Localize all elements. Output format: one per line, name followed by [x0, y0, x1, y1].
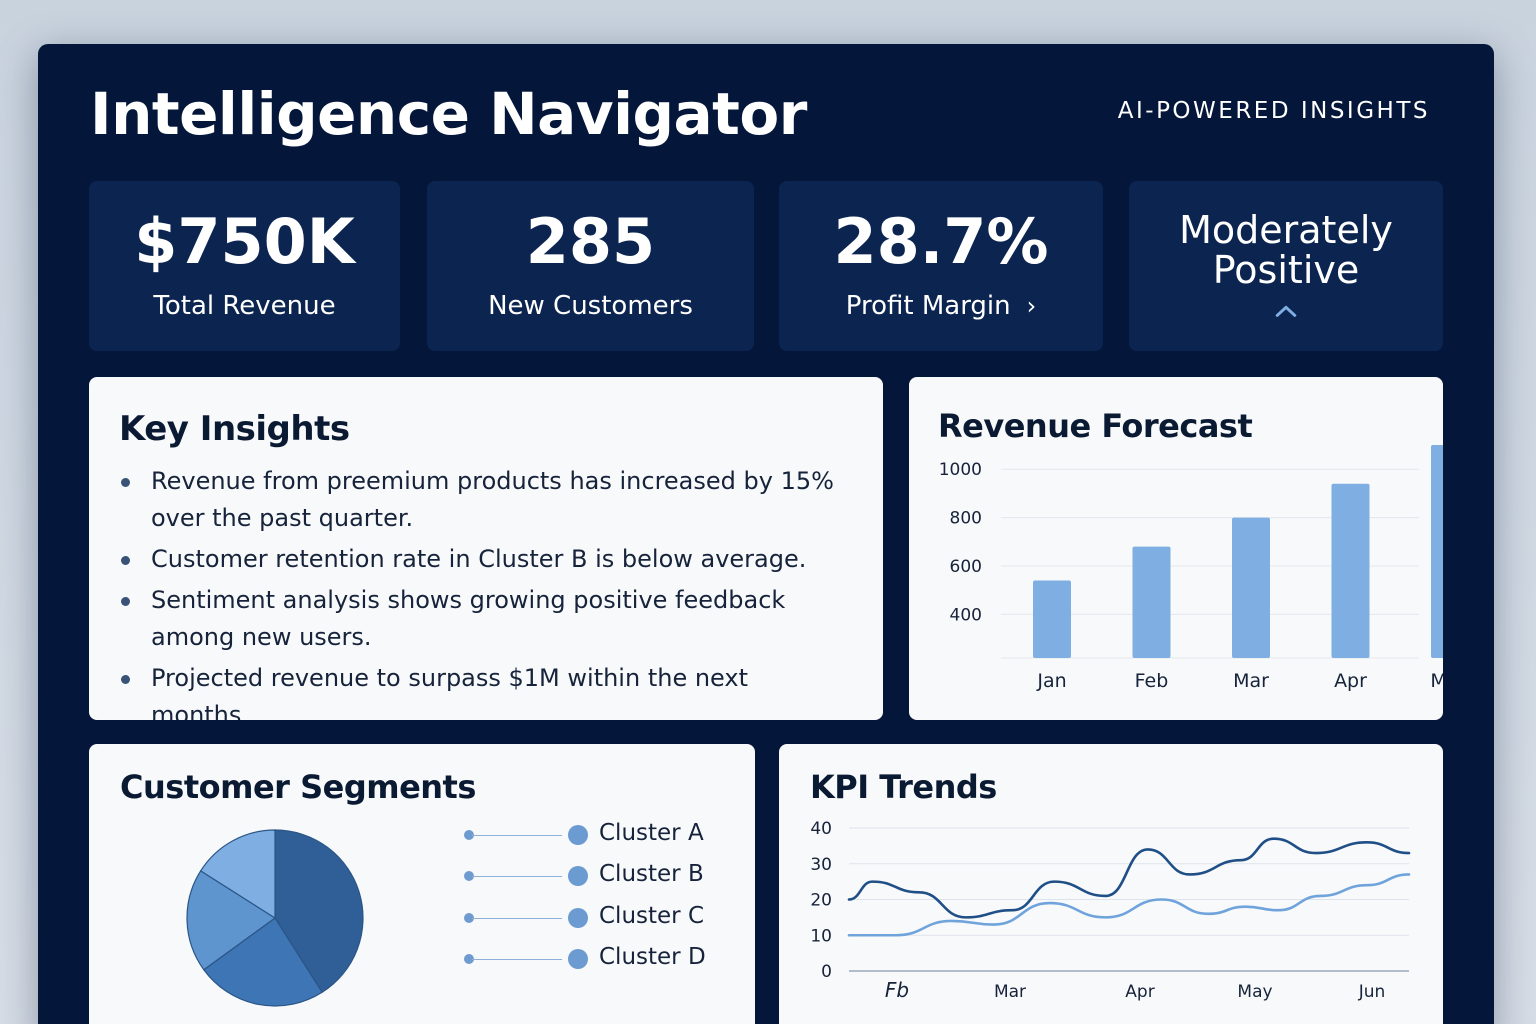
line-series-light: [847, 873, 1411, 937]
insight-item: Projected revenue to surpass $1M within …: [119, 660, 839, 720]
bar-jan: [1033, 580, 1071, 658]
revenue-forecast-card: Revenue Forecast 400 600 800 1000 Jan Feb Mar A…: [909, 377, 1443, 720]
insight-item: Customer retention rate in Cluster B is …: [119, 541, 839, 578]
dashboard-frame: Intelligence Navigator AI-POWERED INSIGH…: [38, 44, 1494, 1024]
legend-label-cluster-d[interactable]: Cluster D: [599, 944, 706, 970]
legend-connector-knob: [464, 830, 474, 840]
segments-pie-chart: [186, 829, 364, 1007]
bar-feb: [1132, 546, 1171, 658]
legend-dot: [568, 949, 588, 969]
trends-title: KPI Trends: [810, 768, 997, 806]
kpi-label: Profit Margin: [845, 291, 1011, 321]
legend-label-cluster-a[interactable]: Cluster A: [599, 820, 704, 846]
sentiment-value-line1: Moderately: [1179, 208, 1393, 252]
bar-x-tick-label: Feb: [1135, 670, 1169, 692]
pie-slice-cluster-d: [199, 829, 276, 920]
kpi-label-row: Profit Margin ›: [846, 291, 1037, 321]
bar-mar: [1232, 517, 1270, 658]
chevron-up-icon: [1275, 305, 1297, 317]
kpi-value: 285: [525, 205, 656, 278]
bar-y-tick-label: 800: [950, 509, 982, 529]
kpi-label: Total Revenue: [153, 291, 336, 321]
line-y-tick-label: 30: [810, 855, 832, 875]
insight-item: Sentiment analysis shows growing positiv…: [119, 582, 839, 656]
kpi-card-new-customers[interactable]: 285 New Customers: [427, 181, 754, 351]
kpi-value: 28.7%: [833, 205, 1049, 278]
legend-connector-knob: [464, 913, 474, 923]
legend-connector-line: [472, 918, 562, 919]
line-x-tick-label: Mar: [994, 982, 1026, 1002]
forecast-title: Revenue Forecast: [938, 407, 1253, 445]
pie-slice-cluster-c: [186, 870, 277, 971]
legend-dot: [568, 866, 588, 886]
legend-label-cluster-c[interactable]: Cluster C: [599, 903, 705, 929]
line-y-tick-label: 20: [810, 891, 832, 911]
kpi-line-chart: 0 10 20 30 40 Fb Mar Apr May Jun: [810, 819, 1411, 1002]
customer-segments-card: Customer Segments Cluster A Cluster B Clus…: [89, 744, 755, 1024]
legend-dot: [568, 908, 588, 928]
bar-may: [1431, 445, 1443, 658]
line-y-tick-label: 40: [810, 819, 832, 839]
kpi-trends-card: KPI Trends 0 10 20 30 40 Fb Mar Apr May Jun: [779, 744, 1443, 1024]
bar-apr: [1331, 483, 1370, 658]
key-insights-card: Key Insights Revenue from preemium produ…: [89, 377, 883, 720]
page-title: Intelligence Navigator: [90, 80, 807, 148]
line-x-tick-label: Fb: [885, 978, 909, 1002]
pie-slice-cluster-b: [202, 917, 323, 1007]
insights-list: Revenue from preemium products has incre…: [119, 463, 839, 720]
sentiment-value-line2: Positive: [1212, 248, 1360, 292]
line-x-tick-label: May: [1237, 982, 1272, 1002]
kpi-card-total-revenue[interactable]: $750K Total Revenue: [89, 181, 400, 351]
tagline: AI-POWERED INSIGHTS: [1117, 98, 1430, 124]
chevron-right-icon[interactable]: ›: [1026, 292, 1037, 320]
legend-label-cluster-b[interactable]: Cluster B: [599, 861, 704, 887]
bar-y-tick-label: 400: [950, 605, 982, 625]
bar-x-tick-label: May: [1430, 670, 1443, 692]
segments-title: Customer Segments: [120, 768, 476, 806]
legend-connector-knob: [464, 871, 474, 881]
line-x-tick-label: Apr: [1125, 982, 1154, 1002]
legend-dot: [568, 825, 588, 845]
insight-item: Revenue from preemium products has incre…: [119, 463, 839, 537]
kpi-card-profit-margin[interactable]: 28.7% Profit Margin ›: [779, 181, 1103, 351]
kpi-value: $750K: [134, 205, 355, 278]
bar-x-tick-label: Mar: [1233, 670, 1269, 692]
kpi-label: New Customers: [488, 291, 693, 321]
revenue-bar-chart: 400 600 800 1000 Jan Feb Mar Apr May: [939, 445, 1443, 692]
bar-x-tick-label: Jan: [1036, 670, 1066, 692]
insights-title: Key Insights: [119, 409, 350, 449]
bar-x-tick-label: Apr: [1334, 670, 1367, 692]
legend-connector-line: [472, 959, 562, 960]
bar-y-tick-label: 600: [950, 557, 982, 577]
line-y-tick-label: 0: [821, 962, 832, 982]
line-series-dark: [847, 837, 1411, 919]
legend-connector-line: [472, 835, 562, 836]
line-y-tick-label: 10: [810, 926, 832, 946]
legend-connector-knob: [464, 954, 474, 964]
kpi-card-sentiment[interactable]: Moderately Positive: [1129, 181, 1443, 351]
bar-y-tick-label: 1000: [939, 460, 982, 480]
line-x-tick-label: Jun: [1358, 982, 1386, 1002]
legend-connector-line: [472, 876, 562, 877]
